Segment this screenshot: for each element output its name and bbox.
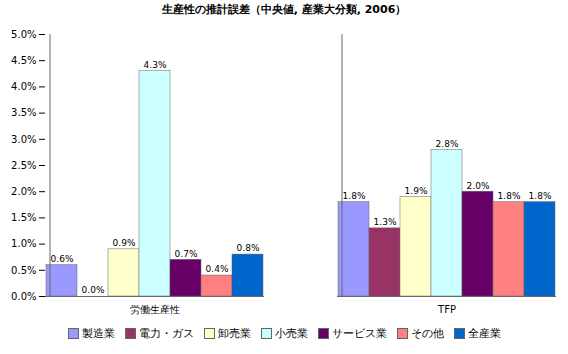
html-text:小売業: 小売業 [274,327,308,340]
svg-text:0.9%: 0.9% [113,238,136,248]
svg-text:1.8%: 1.8% [498,191,521,201]
html-text:卸売業: 卸売業 [217,327,251,340]
svg-text:3.5%: 3.5% [11,107,36,118]
svg-text:労働生産性: 労働生産性 [130,304,180,315]
html-text:その他: その他 [410,327,444,340]
svg-text:1.3%: 1.3% [374,217,397,227]
html-text:生産性の推計誤差（中央値, 産業大分類, 2006）: 生産性の推計誤差（中央値, 産業大分類, 2006） [161,3,407,16]
svg-text:0.0%: 0.0% [82,285,105,295]
svg-text:0.8%: 0.8% [237,243,260,253]
svg-text:4.0%: 4.0% [11,81,36,92]
svg-text:2.0%: 2.0% [11,186,36,197]
svg-text:2.0%: 2.0% [467,181,490,191]
svg-text:5.0%: 5.0% [11,29,36,40]
svg-text:2.8%: 2.8% [436,139,459,149]
svg-text:TFP: TFP [437,304,456,315]
svg-text:1.5%: 1.5% [11,212,36,223]
html-text:電力・ガス: 電力・ガス [138,327,194,340]
svg-text:2.5%: 2.5% [11,160,36,171]
svg-text:1.9%: 1.9% [405,186,428,196]
html-text:全産業: 全産業 [467,327,501,340]
svg-text:1.8%: 1.8% [529,191,552,201]
html-text:製造業: 製造業 [81,327,115,340]
svg-text:4.3%: 4.3% [144,60,167,70]
svg-text:4.5%: 4.5% [11,55,36,66]
svg-text:0.7%: 0.7% [175,249,198,259]
html-text:サービス業: サービス業 [331,327,387,340]
svg-text:3.0%: 3.0% [11,134,36,145]
svg-text:1.8%: 1.8% [343,191,366,201]
svg-text:0.6%: 0.6% [51,254,74,264]
svg-text:0.0%: 0.0% [11,291,36,302]
svg-text:0.5%: 0.5% [11,265,36,276]
svg-text:1.0%: 1.0% [11,238,36,249]
svg-text:0.4%: 0.4% [206,264,229,274]
